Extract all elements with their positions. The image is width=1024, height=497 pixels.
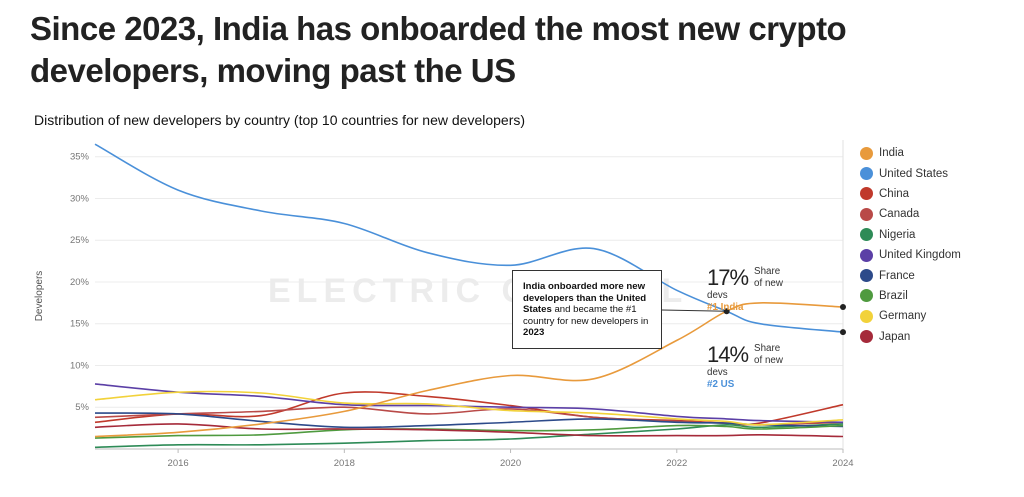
india-share-label: Share of new devs <box>707 266 783 301</box>
legend-item: France <box>860 265 961 285</box>
y-tick-label: 15% <box>70 319 90 330</box>
legend-label: Japan <box>879 330 911 343</box>
y-tick-label: 25% <box>70 235 90 246</box>
legend-item: India <box>860 143 961 163</box>
x-tick-label: 2022 <box>666 458 687 469</box>
x-tick-label: 2024 <box>832 458 853 469</box>
y-tick-label: 5% <box>75 402 89 413</box>
callout-text: and became the #1 country for new develo… <box>523 304 649 327</box>
legend-swatch <box>860 207 873 221</box>
callout-year: 2023 <box>523 327 545 339</box>
y-tick-label: 35% <box>70 152 90 163</box>
y-tick-label: 10% <box>70 360 90 371</box>
india-share-annotation: 17% Share of new devs #1 India <box>707 265 788 314</box>
legend-label: Canada <box>879 208 920 221</box>
x-tick-label: 2018 <box>334 458 355 469</box>
legend-item: China <box>860 184 961 204</box>
legend-swatch <box>860 146 873 160</box>
callout-leader <box>661 309 727 312</box>
legend-swatch <box>860 289 873 303</box>
us-share-value: 14% <box>707 342 749 367</box>
series-line-brazil <box>94 424 844 439</box>
us-share-label: Share of new devs <box>707 343 783 378</box>
series-line-united-kingdom <box>94 383 844 424</box>
y-axis-label: Developers <box>34 271 45 322</box>
annotation-callout: India onboarded more new developers than… <box>512 270 662 349</box>
legend-label: United Kingdom <box>879 249 961 262</box>
legend-label: Brazil <box>879 289 908 302</box>
series-line-france <box>94 412 844 429</box>
legend-item: United Kingdom <box>860 245 961 265</box>
legend-swatch <box>860 269 873 283</box>
legend-item: Canada <box>860 204 961 224</box>
legend-label: United States <box>879 167 949 180</box>
headline: Since 2023, India has onboarded the most… <box>30 10 847 89</box>
chart-subtitle: Distribution of new developers by countr… <box>34 112 526 128</box>
legend-swatch <box>860 187 873 201</box>
legend-item: Germany <box>860 306 961 326</box>
callout-text-bold: India onboarded more new developers than… <box>523 281 647 316</box>
legend-item: Nigeria <box>860 225 961 245</box>
legend-swatch <box>860 228 873 242</box>
chart-legend: India United States China Canada Nigeria Unit… <box>860 143 961 347</box>
legend-label: Germany <box>879 310 927 323</box>
series-line-germany <box>94 390 844 426</box>
y-tick-label: 20% <box>70 277 90 288</box>
legend-label: India <box>879 147 904 160</box>
legend-label: China <box>879 187 910 200</box>
series-line-nigeria <box>94 423 844 449</box>
us-share-annotation: 14% Share of new devs #2 US <box>707 342 788 391</box>
us-end-point <box>840 329 846 336</box>
crossover-point <box>723 308 730 315</box>
legend-swatch <box>860 330 873 344</box>
legend-label: Nigeria <box>879 228 916 241</box>
legend-item: Japan <box>860 327 961 347</box>
india-end-point <box>840 304 846 311</box>
legend-item: Brazil <box>860 286 961 306</box>
series-line-india <box>94 302 844 438</box>
y-tick-label: 30% <box>70 193 90 204</box>
legend-item: United States <box>860 163 961 183</box>
x-tick-label: 2016 <box>168 458 189 469</box>
legend-swatch <box>860 167 873 181</box>
legend-swatch <box>860 248 873 262</box>
series-line-united-states <box>94 143 844 333</box>
india-rank: #1 India <box>707 302 744 313</box>
legend-label: France <box>879 269 915 282</box>
india-share-value: 17% <box>707 265 749 290</box>
x-tick-label: 2020 <box>500 458 521 469</box>
us-rank: #2 US <box>707 379 735 390</box>
legend-swatch <box>860 309 873 323</box>
